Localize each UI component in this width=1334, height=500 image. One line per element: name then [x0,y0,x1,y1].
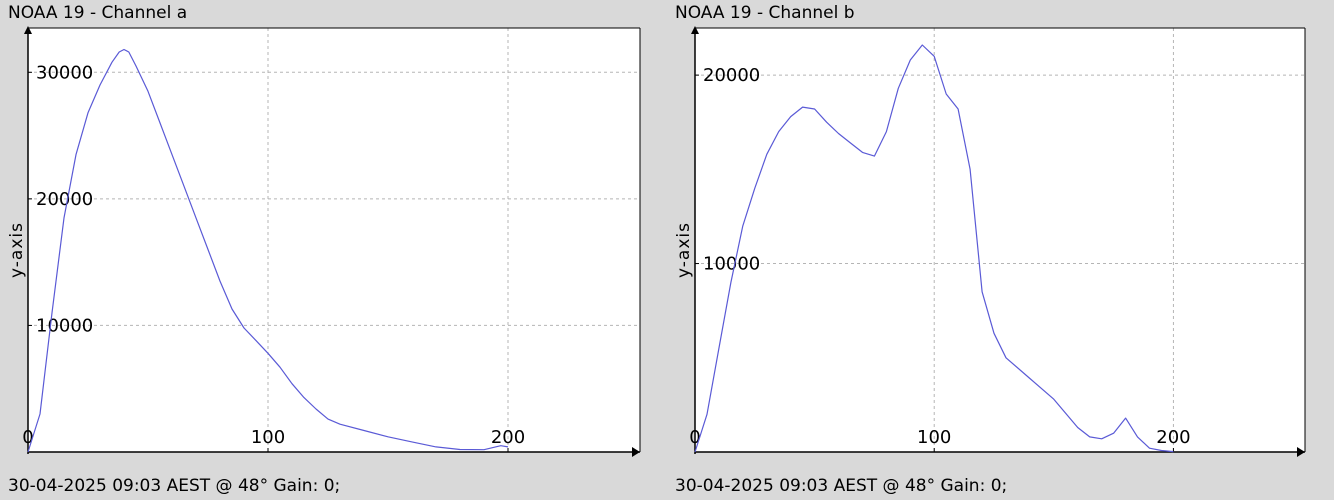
x-tick-label: 0 [689,427,700,448]
plot-area [695,28,1305,452]
y-axis-arrow [24,26,32,34]
y-tick-label: 20000 [36,189,93,210]
chart-panel-channel-a: NOAA 19 - Channel a 0 100 200 10000 20000 300… [7,3,641,496]
chart-plot-channel-a: 0 100 200 10000 20000 30000 y-axis [7,26,641,457]
y-axis-label: y-axis [674,222,694,278]
x-tick-label: 100 [251,427,285,448]
x-tick-label: 100 [917,427,951,448]
chart-panel-channel-b: NOAA 19 - Channel b 0 100 200 10000 20000 y-a… [667,0,1334,500]
y-tick-label: 20000 [703,65,760,86]
x-axis-arrow [632,447,640,457]
y-axis-label: y-axis [7,222,27,278]
y-tick-label: 10000 [703,254,760,275]
chart-title: NOAA 19 - Channel a [8,3,188,23]
y-axis-arrow [691,26,699,34]
y-tick-label: 10000 [36,315,93,336]
chart-plot-channel-b: 0 100 200 10000 20000 y-axis [674,26,1306,457]
series-line [27,48,509,453]
status-text: 30-04-2025 09:03 AEST @ 48° Gain: 0; [675,476,1008,496]
x-tick-label: 0 [22,427,33,448]
plot-area [28,28,640,452]
x-tick-label: 200 [1156,427,1190,448]
chart-title: NOAA 19 - Channel b [675,3,855,23]
y-tick-label: 30000 [36,62,93,83]
x-tick-label: 200 [491,427,525,448]
x-axis-arrow [1297,447,1305,457]
status-text: 30-04-2025 09:03 AEST @ 48° Gain: 0; [8,476,341,496]
series-line [694,44,1174,453]
